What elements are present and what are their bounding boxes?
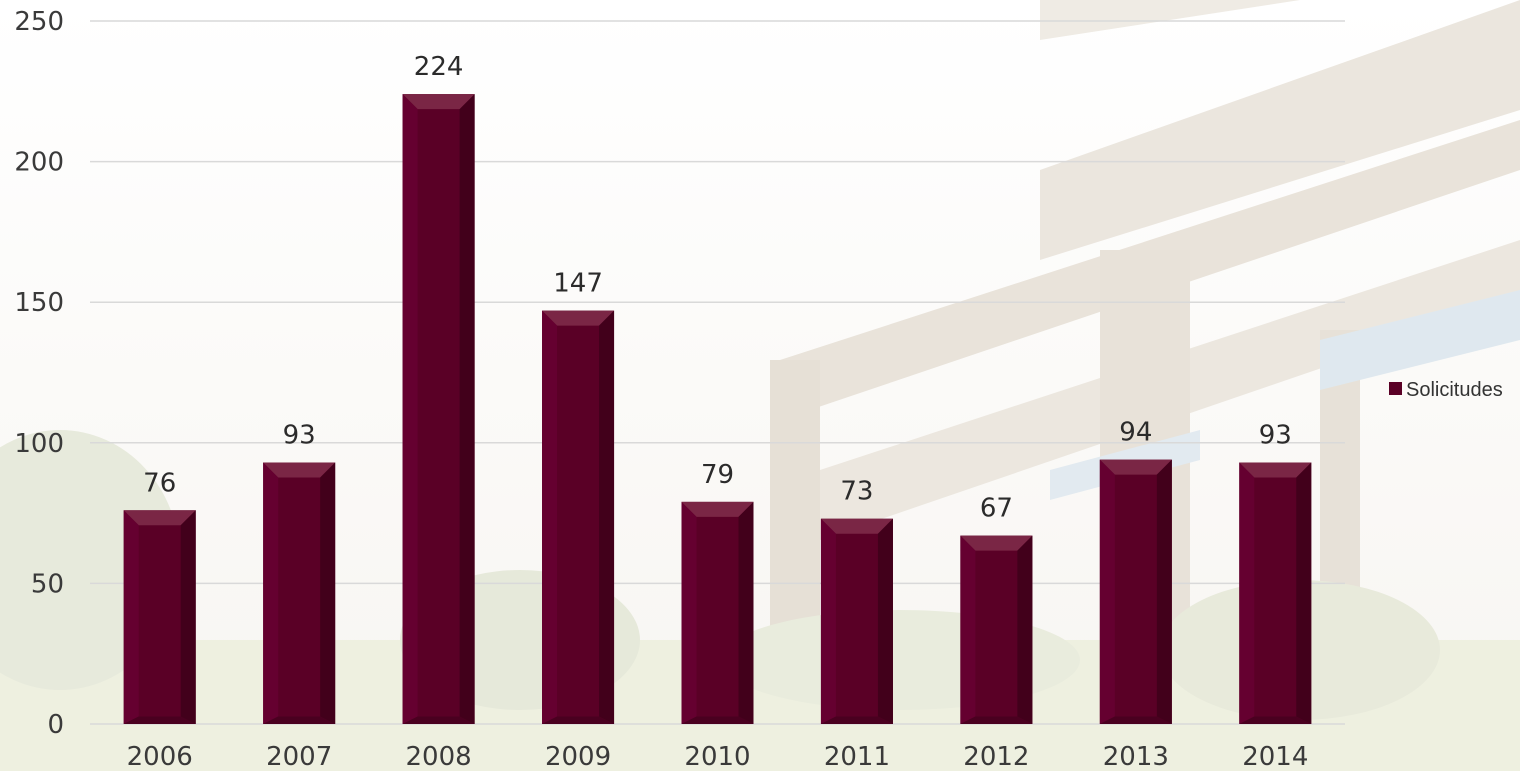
bar-bevel-top — [1099, 459, 1172, 475]
bar-bevel-right — [180, 510, 196, 724]
bar-bevel-left — [681, 501, 697, 724]
y-tick-label: 250 — [14, 7, 64, 37]
bar-bevel-bottom — [820, 716, 893, 724]
bar-bevel-bottom — [681, 716, 754, 724]
data-label: 93 — [1259, 420, 1292, 450]
legend-label[interactable]: Solicitudes — [1406, 379, 1503, 401]
bar-bevel-right — [1296, 462, 1312, 724]
data-label: 93 — [283, 420, 316, 450]
data-label: 224 — [414, 52, 464, 82]
bar-bevel-top — [402, 94, 475, 110]
legend: Solicitudes — [1389, 379, 1503, 401]
data-label: 73 — [840, 477, 873, 507]
y-tick-label: 0 — [47, 710, 64, 740]
x-tick-label: 2006 — [127, 742, 193, 771]
bar[interactable] — [542, 310, 615, 724]
x-tick-label: 2011 — [824, 742, 890, 771]
bar-bevel-left — [1239, 462, 1255, 724]
x-axis-ticks: 2006 2007 2008 2009 2010 2011 2012 2013 2014 — [127, 742, 1309, 771]
bar-bevel-bottom — [1239, 716, 1312, 724]
bar-bevel-left — [542, 310, 558, 724]
bar[interactable] — [1239, 462, 1312, 724]
bar-bevel-top — [960, 535, 1033, 551]
x-tick-label: 2008 — [406, 742, 472, 771]
bar[interactable] — [402, 94, 475, 724]
bar-bevel-top — [1239, 462, 1312, 478]
bar-bevel-top — [820, 518, 893, 534]
x-tick-label: 2014 — [1242, 742, 1308, 771]
x-tick-label: 2009 — [545, 742, 611, 771]
bar-bevel-top — [263, 462, 336, 478]
bar-bevel-right — [459, 94, 475, 724]
x-tick-label: 2013 — [1103, 742, 1169, 771]
data-labels: 76 93 224 147 79 73 67 94 93 — [143, 52, 1292, 523]
bar[interactable] — [123, 510, 196, 724]
bar-bevel-right — [599, 310, 615, 724]
bar-bevel-bottom — [542, 716, 615, 724]
y-axis-ticks: 0 50 100 150 200 250 — [14, 7, 64, 740]
bar-bevel-left — [123, 510, 139, 724]
y-tick-label: 100 — [14, 429, 64, 459]
x-tick-label: 2010 — [684, 742, 750, 771]
bar-bevel-bottom — [402, 716, 475, 724]
bar[interactable] — [820, 518, 893, 724]
bar-bevel-right — [1017, 535, 1033, 724]
bar-bevel-left — [960, 535, 976, 724]
bar-bevel-bottom — [263, 716, 336, 724]
bar[interactable] — [263, 462, 336, 724]
bar-bevel-left — [820, 518, 836, 724]
legend-swatch — [1389, 382, 1402, 395]
data-label: 147 — [553, 269, 603, 299]
bar-bevel-right — [1156, 459, 1172, 724]
bar-bevel-left — [402, 94, 418, 724]
bar-bevel-bottom — [960, 716, 1033, 724]
y-tick-label: 150 — [14, 288, 64, 318]
bar[interactable] — [960, 535, 1033, 724]
bar-bevel-bottom — [123, 716, 196, 724]
bar-bevel-top — [681, 501, 754, 517]
y-tick-label: 200 — [14, 148, 64, 178]
x-tick-label: 2012 — [963, 742, 1029, 771]
data-label: 94 — [1119, 418, 1152, 448]
bar-bevel-top — [542, 310, 615, 326]
data-label: 79 — [701, 460, 734, 490]
y-tick-label: 50 — [31, 569, 64, 599]
x-tick-label: 2007 — [266, 742, 332, 771]
bar-bevel-right — [877, 518, 893, 724]
data-label: 67 — [980, 494, 1013, 524]
data-label: 76 — [143, 468, 176, 498]
bar-bevel-right — [738, 501, 754, 724]
bar-bevel-left — [263, 462, 279, 724]
bar-bevel-top — [123, 510, 196, 526]
bar[interactable] — [1099, 459, 1172, 724]
bar[interactable] — [681, 501, 754, 724]
bars — [123, 94, 1312, 724]
bar-bevel-left — [1099, 459, 1115, 724]
bar-bevel-right — [320, 462, 336, 724]
bar-bevel-bottom — [1099, 716, 1172, 724]
